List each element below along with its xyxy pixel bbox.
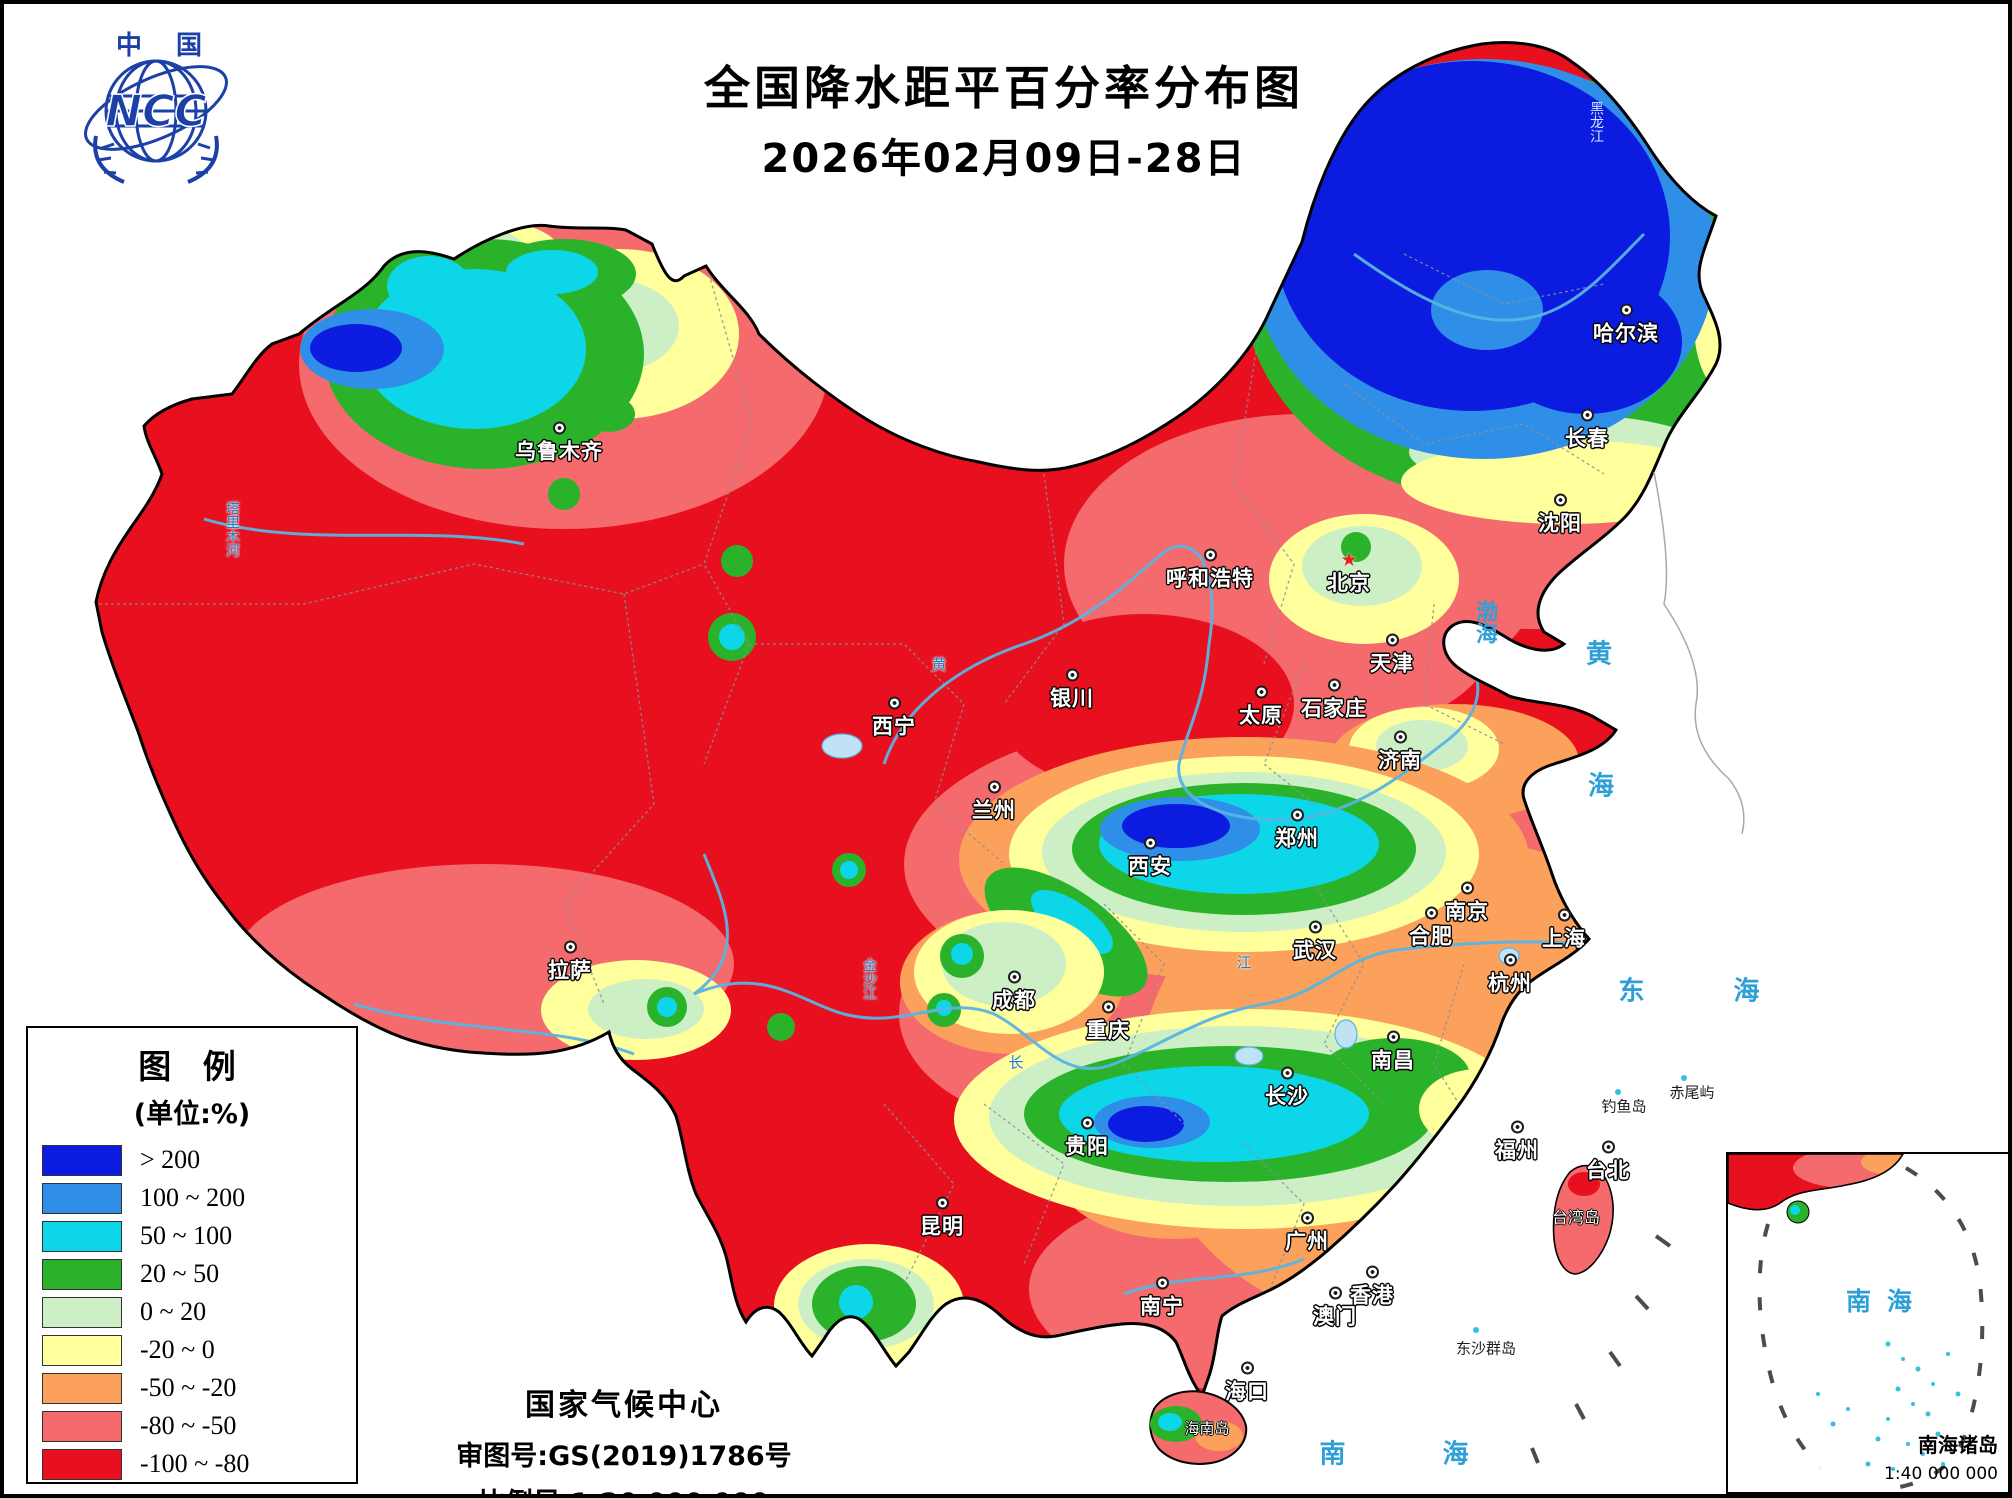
nine-dash-line-left	[1757, 1223, 1822, 1470]
legend-label: 0 ~ 20	[140, 1297, 207, 1326]
offshore-islets	[1473, 1075, 1687, 1333]
legend-label: 50 ~ 100	[140, 1221, 233, 1250]
legend-title: 图 例	[138, 1047, 246, 1086]
date-range: 2026年02月09日-28日	[761, 136, 1247, 182]
legend-item: -80 ~ -50	[28, 1407, 356, 1445]
legend-label: -100 ~ -80	[140, 1449, 250, 1478]
legend-swatch	[42, 1334, 122, 1366]
south-china-sea-inset: 南海 南海诸岛 1:40 000 000	[1726, 1152, 2008, 1494]
nine-dash-line-right	[1879, 1166, 1985, 1492]
legend-label: -20 ~ 0	[140, 1335, 215, 1364]
legend-swatch	[42, 1220, 122, 1252]
legend-unit: (单位:%)	[133, 1099, 251, 1130]
china-precipitation-map	[94, 41, 1745, 1465]
legend-item: 20 ~ 50	[28, 1255, 356, 1293]
ncc-logo: 中 国 NCC	[84, 31, 228, 184]
inset-islands	[1816, 1341, 1961, 1471]
footer: 国家气候中心 审图号:GS(2019)1786号 比例尺:1:20 000 00…	[424, 1380, 824, 1494]
province-borders	[99, 253, 1605, 1305]
taiwan-island	[1552, 1164, 1614, 1275]
legend-label: -80 ~ -50	[140, 1411, 237, 1440]
legend-item: 0 ~ 20	[28, 1293, 356, 1331]
inset-sea-label: 南海	[1846, 1287, 1929, 1316]
sea-boundary-dashes	[1530, 1234, 1672, 1464]
footer-approval: 审图号:GS(2019)1786号	[456, 1441, 792, 1472]
inset-map	[1728, 1154, 1985, 1492]
china-outline	[94, 41, 1722, 1400]
legend-item: 50 ~ 100	[28, 1217, 356, 1255]
logo-ncc-text: NCC	[105, 86, 206, 137]
legend-swatch	[42, 1448, 122, 1480]
logo-china-left: 中	[116, 31, 142, 61]
legend-swatch	[42, 1258, 122, 1290]
korea-coastline	[1653, 471, 1745, 835]
legend-label: > 200	[140, 1145, 201, 1174]
legend-item: 100 ~ 200	[28, 1179, 356, 1217]
footer-org: 国家气候中心	[525, 1388, 723, 1423]
footer-scale: 比例尺:1:20 000 000	[424, 1481, 824, 1494]
legend-label: -50 ~ -20	[140, 1373, 237, 1402]
legend-label: 20 ~ 50	[140, 1259, 220, 1288]
legend-swatch	[42, 1182, 122, 1214]
inset-scale: 1:40 000 000	[1884, 1464, 1998, 1484]
legend-item: -50 ~ -20	[28, 1369, 356, 1407]
legend-label: 100 ~ 200	[140, 1183, 246, 1212]
page-title: 全国降水距平百分率分布图	[704, 61, 1304, 115]
inset-title: 南海诸岛	[1918, 1433, 1998, 1457]
rivers	[203, 232, 1646, 1296]
legend-swatch	[42, 1410, 122, 1442]
legend-item: -20 ~ 0	[28, 1331, 356, 1369]
legend-items: > 200 100 ~ 200 50 ~ 100 20 ~ 50 0 ~ 20 -20 ~…	[28, 1141, 356, 1483]
logo-china-right: 国	[176, 31, 202, 61]
legend-swatch	[42, 1372, 122, 1404]
legend-swatch	[42, 1296, 122, 1328]
anomaly-fields	[99, 59, 1721, 1389]
legend-swatch	[42, 1144, 122, 1176]
legend-item: -100 ~ -80	[28, 1445, 356, 1483]
legend-item: > 200	[28, 1141, 356, 1179]
legend: 图 例 (单位:%) > 200 100 ~ 200 50 ~ 100 20 ~ 50…	[26, 1026, 358, 1484]
hainan-island	[1149, 1390, 1248, 1465]
